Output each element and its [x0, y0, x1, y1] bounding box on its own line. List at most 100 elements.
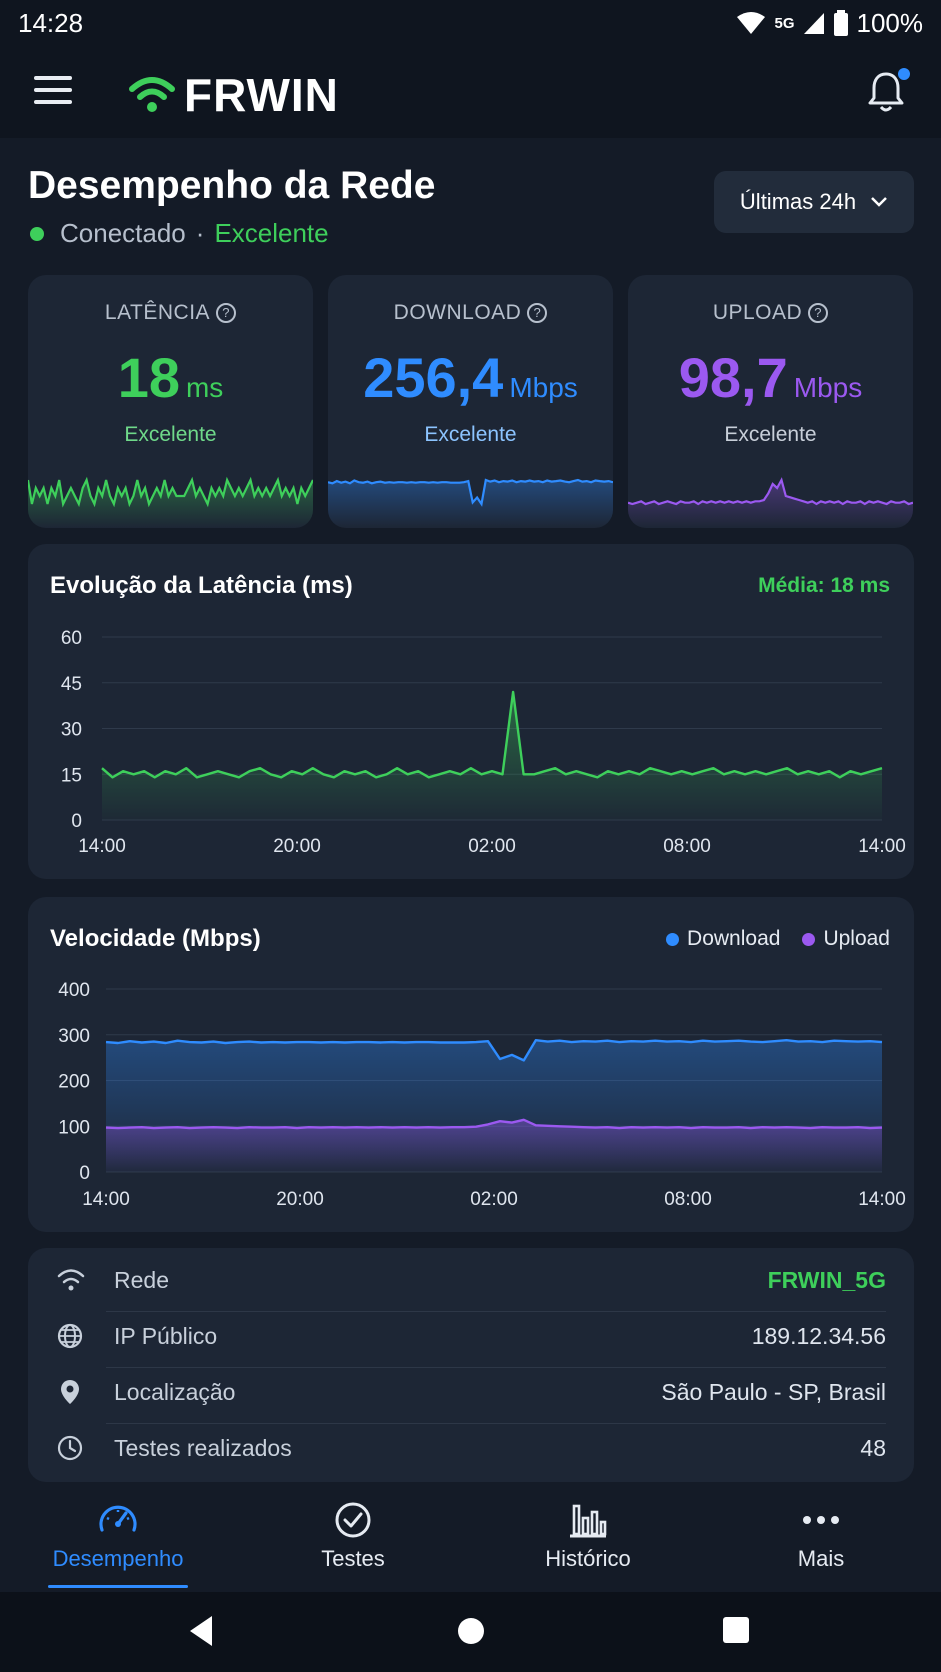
- series-area: [106, 1119, 882, 1172]
- nav-item-historico[interactable]: Histórico: [498, 1500, 678, 1572]
- legend-upload: Upload: [802, 927, 890, 951]
- help-icon[interactable]: ?: [527, 303, 548, 323]
- metric-card-upload[interactable]: UPLOAD? 98,7 Mbps Excelente: [628, 275, 913, 528]
- metric-quality: Excelente: [124, 423, 217, 446]
- active-tab-indicator: [48, 1585, 188, 1588]
- info-value: FRWIN_5G: [767, 1266, 886, 1293]
- more-dots-icon: [803, 1516, 839, 1524]
- info-label: Localização: [114, 1378, 236, 1405]
- clock-icon: [56, 1434, 96, 1462]
- status-bar: 14:28 5G 100%: [0, 0, 941, 46]
- legend-download: Download: [666, 927, 780, 951]
- help-icon[interactable]: ?: [216, 303, 237, 323]
- metric-unit: Mbps: [509, 372, 578, 403]
- speed-chart-title: Velocidade (Mbps): [50, 925, 261, 952]
- y-tick-label: 0: [79, 1163, 90, 1184]
- metric-quality: Excelente: [724, 423, 817, 446]
- y-tick-label: 400: [58, 980, 90, 1001]
- info-row-location: Localização São Paulo - SP, Brasil: [56, 1364, 886, 1420]
- status-time: 14:28: [18, 7, 84, 38]
- connection-status-text: Conectado: [60, 218, 186, 248]
- latency-sparkline: [28, 476, 313, 528]
- metric-value: 98,7: [678, 346, 788, 409]
- separator: ·: [195, 218, 205, 248]
- time-range-value: Últimas 24h: [739, 189, 857, 214]
- sparkline-line: [328, 478, 613, 507]
- latency-chart: 0 15 30 45 60 14:00 20:00 02:00 08:00 14:00: [61, 628, 906, 857]
- legend-upload-label: Upload: [823, 927, 890, 950]
- series-area: [102, 691, 882, 820]
- network-type: 5G: [774, 14, 795, 32]
- metric-label: UPLOAD: [712, 301, 803, 324]
- connection-quality: Excelente: [214, 218, 329, 248]
- nav-label: Mais: [797, 1546, 845, 1571]
- latency-chart-title: Evolução da Latência (ms): [50, 572, 353, 599]
- metric-card-latency[interactable]: LATÊNCIA? 18 ms Excelente: [28, 275, 313, 528]
- location-pin-icon: [56, 1378, 96, 1406]
- sparkline-area: [628, 480, 913, 528]
- menu-button[interactable]: [34, 76, 72, 108]
- series-line: [105, 1039, 883, 1062]
- y-tick-label: 30: [61, 720, 82, 741]
- x-tick-label: 08:00: [663, 836, 711, 857]
- page-title: Desempenho da Rede: [28, 164, 436, 207]
- speedometer-icon: [99, 1505, 137, 1532]
- nav-item-testes[interactable]: Testes: [263, 1500, 443, 1572]
- divider: [106, 1367, 886, 1368]
- series-line: [105, 1118, 883, 1130]
- app-bar: FRWIN: [0, 46, 941, 138]
- metric-quality: Excelente: [424, 423, 517, 446]
- series-line: [101, 690, 883, 779]
- system-navigation-bar: [0, 1592, 941, 1672]
- legend-dot: [802, 932, 816, 946]
- home-icon[interactable]: [456, 1616, 486, 1646]
- metric-value-wrap: 256,4 Mbps: [328, 345, 613, 410]
- metric-value: 18: [117, 346, 180, 409]
- metric-value-wrap: 18 ms: [28, 345, 313, 410]
- x-tick-label: 08:00: [664, 1189, 712, 1210]
- status-icons: 5G 100%: [736, 8, 923, 39]
- sparkline-line: [628, 477, 913, 506]
- chevron-down-icon: [871, 197, 887, 207]
- info-row-ip: IP Público 189.12.34.56: [56, 1308, 886, 1364]
- sparkline-area: [328, 480, 613, 528]
- back-icon[interactable]: [186, 1614, 216, 1648]
- x-tick-label: 14:00: [78, 836, 126, 857]
- connection-status: Conectado · Excelente: [30, 218, 329, 249]
- x-tick-label: 20:00: [276, 1189, 324, 1210]
- y-tick-label: 45: [61, 674, 82, 695]
- time-range-select[interactable]: Últimas 24h: [714, 171, 914, 233]
- y-tick-label: 300: [58, 1026, 90, 1047]
- metric-unit: Mbps: [793, 372, 863, 403]
- nav-item-desempenho[interactable]: Desempenho: [28, 1500, 208, 1572]
- notification-bell-icon[interactable]: [866, 70, 906, 114]
- menu-icon-line: [34, 100, 72, 104]
- info-value: 48: [860, 1434, 886, 1461]
- legend-dot: [666, 932, 680, 946]
- info-value: São Paulo - SP, Brasil: [661, 1378, 886, 1405]
- nav-label: Testes: [321, 1546, 385, 1571]
- nav-item-mais[interactable]: Mais: [731, 1500, 911, 1572]
- metric-card-download[interactable]: DOWNLOAD? 256,4 Mbps Excelente: [328, 275, 613, 528]
- info-label: Rede: [114, 1266, 169, 1293]
- nav-label: Histórico: [545, 1546, 631, 1571]
- sparkline-line: [28, 476, 313, 508]
- menu-icon-line: [34, 88, 72, 92]
- info-label: Testes realizados: [114, 1434, 292, 1461]
- recents-icon[interactable]: [722, 1616, 750, 1644]
- y-tick-label: 0: [71, 811, 82, 832]
- divider: [106, 1311, 886, 1312]
- nav-label: Desempenho: [52, 1546, 184, 1571]
- speed-chart: 0 100 200 300 400 14:00 20:00 02:00 08:00 14:00: [58, 980, 905, 1210]
- app-name: FRWIN: [184, 69, 339, 121]
- info-row-tests: Testes realizados 48: [56, 1420, 886, 1476]
- help-icon[interactable]: ?: [808, 303, 829, 323]
- wifi-logo-icon: [129, 77, 175, 112]
- globe-icon: [56, 1322, 96, 1350]
- notification-badge: [898, 68, 910, 80]
- metric-label: LATÊNCIA: [104, 301, 211, 324]
- app-logo: FRWIN: [128, 68, 339, 122]
- x-tick-label: 20:00: [273, 836, 321, 857]
- divider: [106, 1423, 886, 1424]
- x-tick-label: 14:00: [82, 1189, 130, 1210]
